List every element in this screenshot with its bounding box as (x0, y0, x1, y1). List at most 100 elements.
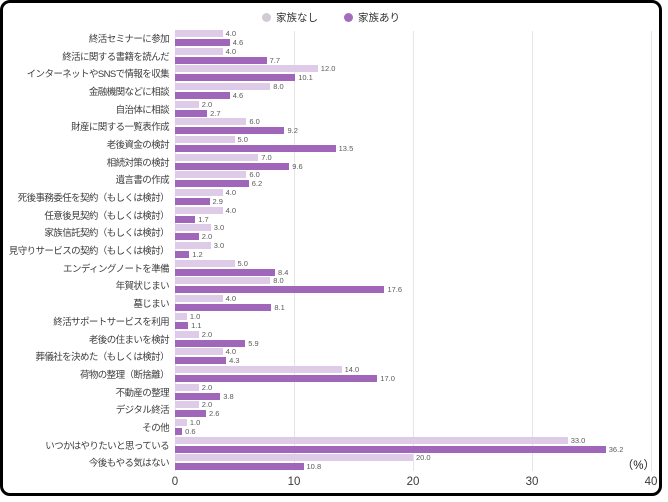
bar-pair: 5.0 13.5 (175, 135, 651, 153)
bar-with-family: 4.6 (175, 38, 243, 47)
x-axis: 0 10 20 30 40 (172, 476, 658, 491)
bar-with-family: 7.7 (175, 56, 280, 65)
category-label: 不動産の整理 (115, 387, 170, 399)
category-label: 相続対策の検討 (106, 157, 170, 169)
chart-row: 金融機関などに相談 8.0 4.6 (13, 82, 651, 100)
bar-with-family: 8.4 (175, 268, 288, 277)
category-label: 荷物の整理（断捨離） (79, 369, 170, 381)
chart-row: 家族信託契約（もしくは検討） 3.0 2.0 (13, 223, 651, 241)
bar-with-family: 6.2 (175, 179, 262, 188)
value-label: 1.1 (191, 320, 202, 330)
bar-pair: 4.0 8.1 (175, 294, 651, 312)
category-label: 老後資金の検討 (106, 139, 170, 151)
category-label: 墓じまい (133, 299, 169, 311)
bar-with-family: 2.0 (175, 232, 212, 241)
value-label: 2.0 (201, 232, 213, 242)
category-label: 財産に関する一覧表作成 (71, 122, 170, 134)
bar-with-family: 4.6 (175, 91, 243, 100)
chart-row: 見守りサービスの契約（もしくは検討） 3.0 1.2 (8, 241, 651, 259)
bar-pair: 8.0 17.6 (175, 276, 651, 294)
value-label: 17.6 (387, 285, 403, 295)
category-label: いつかはやりたいと思っている (45, 440, 169, 452)
x-tick-label: 10 (287, 476, 301, 488)
value-label: 7.7 (269, 55, 281, 65)
category-label: 終活サポートサービスを利用 (53, 316, 169, 328)
bar-pair: 2.0 2.6 (175, 400, 651, 418)
value-label: 6.0 (249, 117, 260, 127)
value-label: 5.0 (237, 258, 248, 268)
value-label: 1.2 (192, 250, 203, 260)
value-label: 13.5 (338, 143, 354, 153)
bar-no-family: 2.0 (175, 330, 212, 339)
chart-row: 荷物の整理（断捨離） 14.0 17.0 (13, 365, 651, 383)
category-label: 今後もやる気はない (88, 458, 170, 470)
value-label: 1.0 (189, 311, 201, 321)
value-label: 4.0 (225, 188, 237, 198)
value-label: 8.0 (273, 81, 284, 91)
value-label: 2.7 (210, 108, 221, 118)
bar-with-family: 9.6 (175, 162, 303, 171)
bar-pair: 20.0 10.8 (175, 453, 651, 471)
value-label: 2.0 (201, 382, 213, 392)
x-tick-label: 30 (525, 476, 539, 488)
value-label: 8.1 (274, 303, 285, 313)
bar-no-family: 4.0 (175, 294, 236, 303)
value-label: 3.8 (223, 391, 234, 401)
bar-with-family: 17.6 (175, 285, 402, 294)
chart-rows: 終活セミナーに参加 4.0 4.6 終活に関する書籍を読んだ 4.0 7.7 インターネット… (8, 29, 651, 472)
chart-row: 年賀状じまい 8.0 17.6 (13, 276, 651, 294)
category-label: その他 (142, 422, 169, 434)
bar-no-family: 1.0 (175, 418, 200, 427)
bar-with-family: 2.7 (175, 109, 221, 118)
x-tick-label: 0 (171, 476, 179, 488)
bar-no-family: 5.0 (175, 135, 248, 144)
value-label: 4.3 (229, 356, 240, 366)
category-label: 金融機関などに相談 (88, 86, 170, 98)
category-label: 死後事務委任を契約（もしくは検討） (17, 193, 170, 205)
bar-pair: 3.0 2.0 (175, 223, 651, 241)
chart-row: 墓じまい 4.0 8.1 (13, 294, 651, 312)
bar-no-family: 7.0 (175, 153, 272, 162)
category-label: 葬儀社を決めた（もしくは検討） (35, 352, 169, 364)
bar-no-family: 4.0 (175, 347, 236, 356)
legend-swatch-no-family-icon (262, 13, 271, 22)
gridline (294, 31, 295, 471)
chart-row: 老後資金の検討 5.0 13.5 (13, 135, 651, 153)
bar-pair: 3.0 1.2 (175, 241, 651, 259)
value-label: 12.0 (320, 64, 336, 74)
bar-no-family: 8.0 (175, 276, 284, 285)
chart-row: 任意後見契約（もしくは検討） 4.0 1.7 (13, 206, 651, 224)
bar-no-family: 8.0 (175, 82, 284, 91)
value-label: 5.9 (248, 338, 259, 348)
legend-item-no-family: 家族なし (262, 10, 318, 25)
value-label: 2.9 (212, 197, 223, 207)
value-label: 4.0 (225, 46, 237, 56)
bar-no-family: 1.0 (175, 312, 200, 321)
x-tick-label: 20 (406, 476, 420, 488)
category-label: 家族信託契約（もしくは検討） (44, 228, 169, 240)
category-label: 任意後見契約（もしくは検討） (44, 210, 169, 222)
bar-no-family: 6.0 (175, 170, 260, 179)
value-label: 1.7 (198, 214, 209, 224)
category-label: 見守りサービスの契約（もしくは検討） (8, 246, 170, 258)
bar-pair: 4.0 1.7 (175, 206, 651, 224)
bar-no-family: 4.0 (175, 47, 236, 56)
chart-row: 終活セミナーに参加 4.0 4.6 (13, 29, 651, 47)
bar-no-family: 4.0 (175, 188, 236, 197)
gridline (532, 31, 533, 471)
value-label: 14.0 (344, 364, 360, 374)
legend: 家族なし 家族あり (3, 10, 659, 25)
value-label: 2.6 (208, 409, 220, 419)
chart-row: その他 1.0 0.6 (13, 418, 651, 436)
value-label: 7.0 (261, 152, 272, 162)
bar-pair: 2.0 2.7 (175, 100, 651, 118)
bar-pair: 8.0 4.6 (175, 82, 651, 100)
bar-no-family: 33.0 (175, 436, 585, 445)
bar-with-family: 36.2 (175, 445, 623, 454)
gridline (651, 31, 652, 471)
bar-with-family: 3.8 (175, 392, 234, 401)
grid-layer (175, 31, 652, 471)
bar-pair: 1.0 0.6 (175, 418, 651, 436)
legend-swatch-with-family-icon (344, 13, 353, 22)
value-label: 5.0 (237, 134, 248, 144)
